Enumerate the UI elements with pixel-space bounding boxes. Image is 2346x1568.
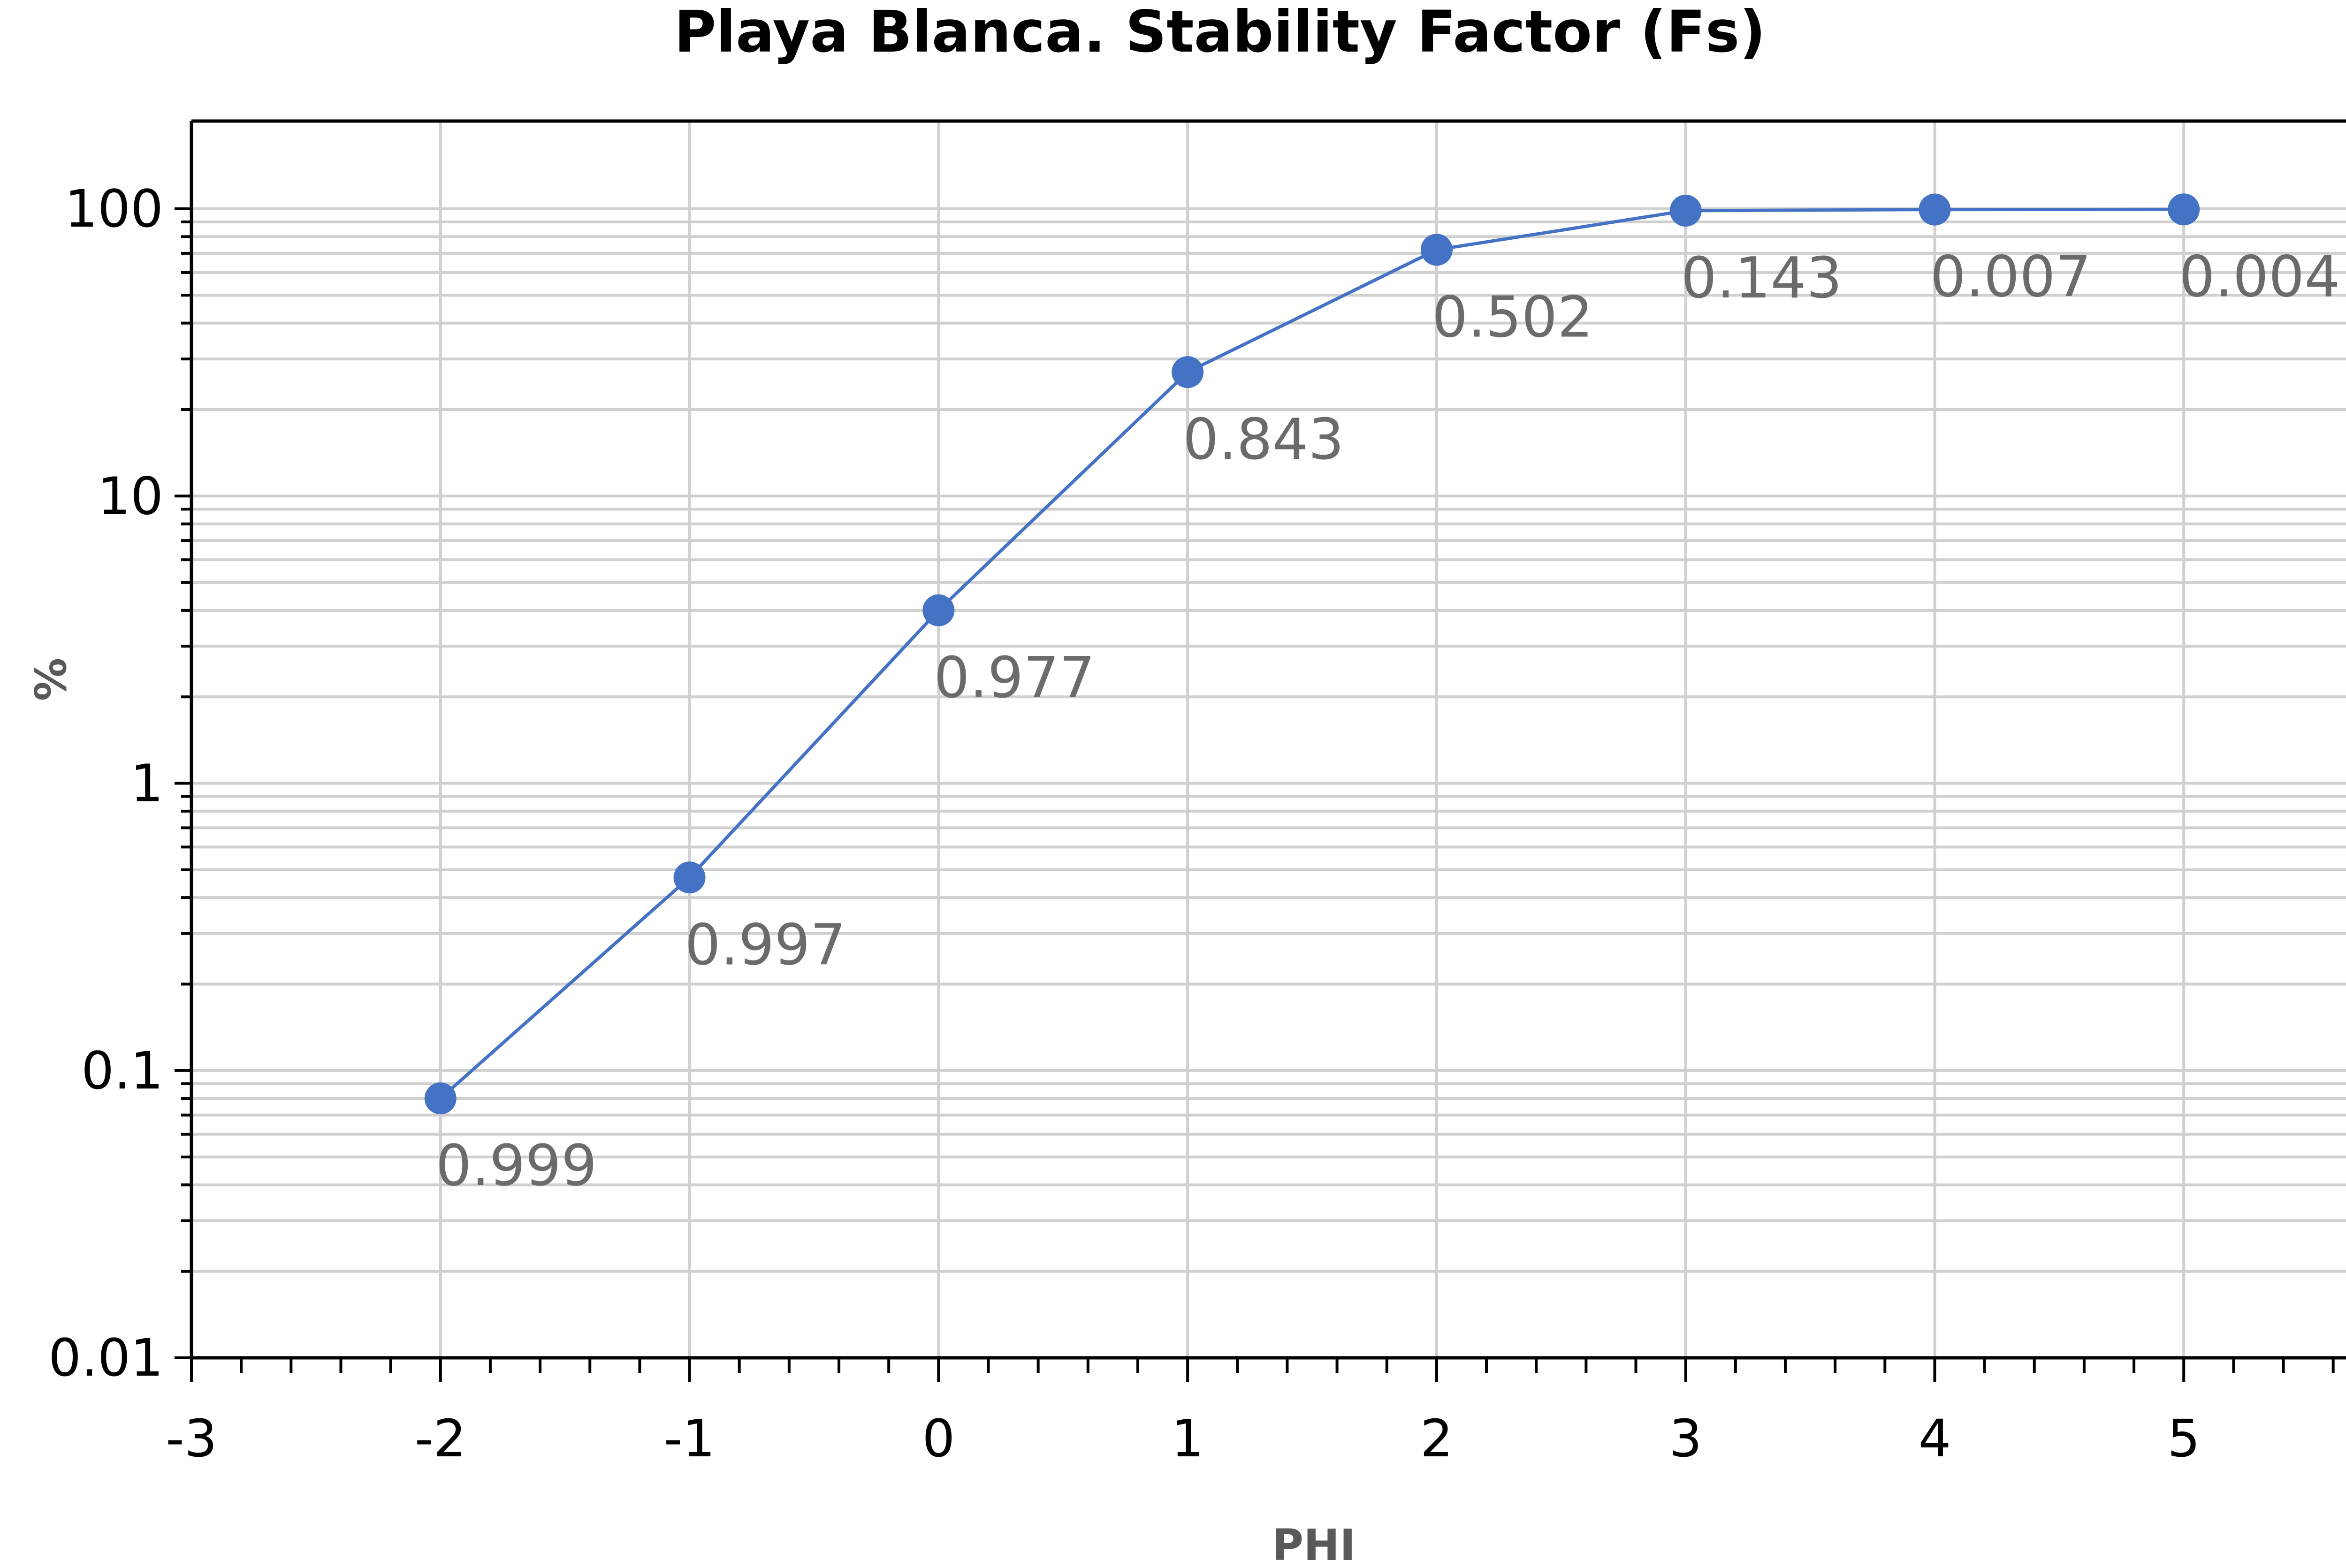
x-tick-label: 2: [1420, 1408, 1453, 1469]
data-label: 0.997: [685, 913, 846, 978]
y-tick-label: 0.01: [48, 1328, 163, 1388]
data-point: [1172, 356, 1204, 388]
data-label: 0.843: [1183, 407, 1344, 472]
x-tick-label: 4: [1918, 1408, 1951, 1469]
x-tick-label: 3: [1669, 1408, 1702, 1469]
data-point: [1420, 234, 1453, 266]
x-axis-label: PHI: [1272, 1520, 1356, 1568]
data-label: 0.007: [1930, 245, 2091, 310]
x-tick-label: -2: [415, 1408, 466, 1469]
chart-title: Playa Blanca. Stability Factor (Fs): [674, 0, 1766, 65]
data-point: [1669, 195, 1702, 227]
data-point: [2168, 193, 2200, 226]
data-point: [922, 594, 955, 626]
x-tick-label: -1: [664, 1408, 716, 1469]
x-tick-label: 1: [1171, 1408, 1204, 1469]
x-tick-label: 5: [2167, 1408, 2200, 1469]
y-tick-label: 1: [130, 754, 163, 814]
data-label: 0.502: [1432, 285, 1593, 350]
data-point: [1919, 193, 1951, 226]
series-line: [424, 193, 2200, 1115]
y-tick-label: 10: [98, 466, 163, 526]
data-point: [424, 1082, 457, 1115]
x-tick-label: -3: [166, 1408, 217, 1469]
y-tick-label: 100: [65, 179, 163, 239]
series-polyline: [439, 207, 2184, 1100]
data-label: 0.977: [934, 646, 1095, 711]
axes: [175, 119, 2346, 1382]
y-axis-label: %: [26, 658, 76, 701]
data-label: 0.143: [1681, 246, 1843, 311]
grid-minor-y: [191, 207, 2346, 1273]
grid-x: [439, 121, 2186, 1358]
data-point: [673, 861, 706, 894]
data-labels: 0.999 0.997 0.977 0.843 0.502 0.143 0.007 0.004: [436, 244, 2340, 1199]
x-tick-label: 0: [922, 1408, 955, 1469]
y-tick-labels: 0.01 0.1 1 10 100: [48, 179, 163, 1388]
data-label: 0.004: [2179, 244, 2340, 310]
x-tick-labels: -3-2-10123456: [166, 1408, 2200, 1469]
data-label: 0.999: [436, 1134, 597, 1199]
y-tick-label: 0.1: [81, 1041, 163, 1101]
